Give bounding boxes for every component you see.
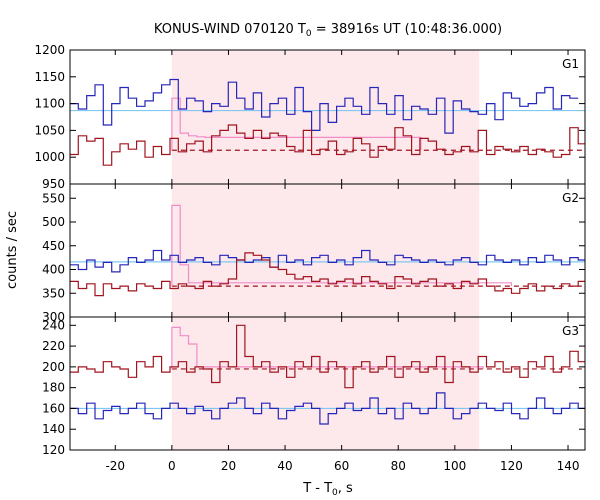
- y-tick-label: 220: [42, 339, 65, 353]
- y-tick-label: 350: [42, 286, 65, 300]
- x-tick-label: 20: [221, 459, 236, 473]
- axes: G195010001050110011501200G23003504004505…: [34, 43, 585, 473]
- y-tick-label: 180: [42, 381, 65, 395]
- y-tick-label: 1050: [34, 123, 65, 137]
- blue-series-line: [70, 78, 579, 134]
- y-tick-label: 400: [42, 263, 65, 277]
- y-tick-label: 550: [42, 191, 65, 205]
- panel-g3: [70, 324, 585, 425]
- panel-g2: [70, 204, 585, 297]
- y-tick-label: 500: [42, 215, 65, 229]
- red-series-line: [70, 324, 585, 389]
- y-tick-label: 200: [42, 360, 65, 374]
- chart-title: KONUS-WIND 070120 T0 = 38916s UT (10:48:…: [154, 22, 502, 39]
- chart-title-subscript: 0: [306, 29, 312, 39]
- panel-frame-g3: [69, 316, 586, 451]
- red-series-line: [70, 124, 585, 166]
- x-tick-label: -20: [105, 459, 125, 473]
- y-tick-label: 300: [42, 310, 65, 324]
- y-axis-label: counts / sec: [5, 211, 20, 289]
- y-tick-label: 140: [42, 422, 65, 436]
- chart-title-main: KONUS-WIND 070120 T: [154, 22, 306, 37]
- y-tick-label: 240: [42, 318, 65, 332]
- x-axis-label-subscript: 0: [332, 488, 338, 498]
- plot-area: [70, 50, 585, 450]
- x-tick-label: 60: [334, 459, 349, 473]
- y-tick-label: 1200: [34, 43, 65, 57]
- y-tick-label: 1150: [34, 70, 65, 84]
- panel-label: G3: [562, 324, 579, 338]
- y-tick-label: 160: [42, 401, 65, 415]
- x-tick-label: 100: [443, 459, 466, 473]
- x-axis-label: T - T0, s: [302, 481, 353, 498]
- x-tick-label: 120: [500, 459, 523, 473]
- x-tick-label: 80: [391, 459, 406, 473]
- panel-label: G1: [562, 57, 579, 71]
- panel-label: G2: [562, 191, 579, 205]
- x-axis-label-rest: , s: [338, 481, 353, 496]
- x-tick-label: 140: [557, 459, 580, 473]
- y-tick-label: 950: [42, 177, 65, 191]
- shaded-interval: [171, 50, 480, 450]
- blue-series-line: [70, 392, 585, 425]
- pink-series-line: [171, 204, 512, 287]
- red-series-line: [70, 252, 585, 297]
- panel-g1: [70, 78, 585, 166]
- y-tick-label: 1100: [34, 97, 65, 111]
- y-tick-label: 450: [42, 239, 65, 253]
- blue-series-line: [70, 249, 585, 273]
- x-axis-label-main: T - T: [302, 481, 332, 496]
- chart-title-rest: = 38916s UT (10:48:36.000): [312, 22, 502, 37]
- y-tick-label: 1000: [34, 150, 65, 164]
- x-tick-label: 0: [168, 459, 176, 473]
- y-tick-label: 120: [42, 443, 65, 457]
- panel-frames: [69, 49, 586, 451]
- x-tick-label: 40: [277, 459, 292, 473]
